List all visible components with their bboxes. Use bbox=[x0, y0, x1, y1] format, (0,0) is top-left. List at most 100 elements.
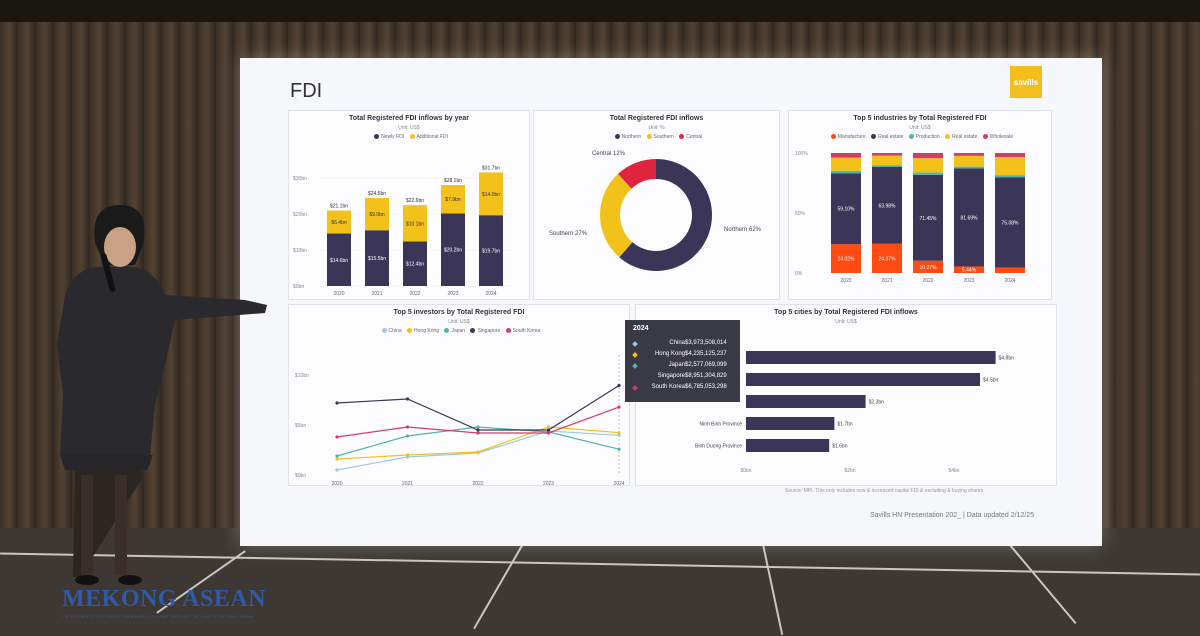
chart-unit: Unit: US$ bbox=[835, 319, 857, 325]
chart-unit: Unit: US$ bbox=[398, 125, 420, 131]
data-point bbox=[617, 433, 621, 437]
bar-additional-fdi bbox=[479, 172, 503, 216]
tooltip-row: Singapore $8,951,304,829 bbox=[632, 373, 733, 382]
chart-legend: Northern Southern Central bbox=[534, 134, 779, 140]
bar-additional-fdi bbox=[365, 197, 389, 231]
data-point bbox=[617, 447, 621, 451]
slide-title: FDI bbox=[290, 80, 323, 102]
mekong-asean-subtitle: TẠP CHÍ ĐIỆN TỬ CỦA TRUNG TÂM NGHIÊN CỨU… bbox=[62, 614, 254, 619]
bar-segment bbox=[872, 165, 902, 167]
y-tick-label: 100% bbox=[795, 151, 808, 157]
y-tick-label: $5bn bbox=[295, 423, 306, 429]
bar-segment bbox=[954, 153, 984, 156]
data-label: $6.4bn bbox=[331, 220, 347, 226]
slice-label: Central 12% bbox=[592, 151, 626, 157]
y-tick-label: $0bn bbox=[293, 284, 304, 290]
y-tick-label: $20bn bbox=[293, 212, 307, 218]
data-point bbox=[617, 431, 621, 435]
data-label: $14.0bn bbox=[482, 192, 500, 198]
tooltip-row: China $3,973,508,014 bbox=[632, 340, 733, 349]
bar-newly-fdi bbox=[479, 215, 503, 286]
bar-segment bbox=[913, 172, 943, 175]
bar-segment bbox=[831, 170, 861, 174]
chart-unit: Unit: US$ bbox=[909, 125, 931, 131]
data-label: 5.44% bbox=[962, 268, 977, 274]
data-point bbox=[476, 431, 480, 435]
city-bar bbox=[746, 417, 835, 430]
savills-logo: savills bbox=[1010, 66, 1042, 98]
panel-fdi-region: Total Registered FDI inflows Unit: % Nor… bbox=[533, 110, 780, 300]
data-label: $14.6bn bbox=[330, 258, 348, 264]
city-label: Ninh Binh Province bbox=[699, 422, 742, 428]
panel-top-investors: Top 5 investors by Total Registered FDI … bbox=[288, 304, 630, 486]
total-label: $22.6bn bbox=[406, 198, 424, 204]
bar-segment bbox=[913, 158, 943, 173]
total-label: $24.5bn bbox=[368, 191, 386, 197]
data-label: $9.0bn bbox=[369, 212, 385, 218]
tooltip-row: Japan $2,577,069,099 bbox=[632, 362, 733, 371]
bar-segment bbox=[831, 244, 861, 273]
chart-legend: China Hong Kong Japan Singapore South Ko… bbox=[289, 328, 629, 334]
ceiling bbox=[0, 0, 1200, 22]
data-label: $1.6bn bbox=[832, 444, 848, 450]
bar-segment bbox=[872, 155, 902, 166]
tooltip-year: 2024 bbox=[633, 325, 649, 332]
bar-segment bbox=[913, 153, 943, 159]
data-point bbox=[335, 468, 339, 472]
x-tick-label: 2023 bbox=[543, 481, 554, 485]
bar-segment bbox=[995, 177, 1025, 268]
bar-additional-fdi bbox=[327, 210, 351, 234]
bar-segment bbox=[954, 155, 984, 167]
x-tick-label: 2024 bbox=[485, 291, 496, 297]
data-point bbox=[546, 425, 551, 429]
slice-label: Southern 27% bbox=[549, 231, 588, 237]
y-tick-label: 50% bbox=[795, 211, 806, 217]
x-tick-label: 2020 bbox=[333, 291, 344, 297]
hbar-chart-cities: $4.8bn $4.5bn $2.3bn $1.7bn Ninh Binh Provin… bbox=[695, 351, 1014, 474]
source-note: Source: MPI. This only includes new & in… bbox=[785, 488, 984, 494]
data-label: 59.10% bbox=[838, 207, 856, 213]
bar-segment bbox=[995, 175, 1025, 178]
x-tick-label: 2022 bbox=[409, 291, 420, 297]
data-point bbox=[335, 457, 339, 461]
tooltip-row: Hong Kong $4,235,125,237 bbox=[632, 351, 733, 360]
y-tick-label: 0% bbox=[795, 271, 803, 277]
bar-segment bbox=[913, 260, 943, 273]
x-tick-label: 2023 bbox=[963, 278, 974, 284]
bar-segment bbox=[954, 166, 984, 169]
data-label: $20.2bn bbox=[444, 248, 462, 254]
bar-segment bbox=[872, 243, 902, 273]
data-point bbox=[546, 428, 551, 432]
data-point bbox=[335, 401, 339, 405]
data-label: 24.02% bbox=[838, 257, 856, 263]
data-point bbox=[546, 431, 551, 435]
data-label: 63.98% bbox=[879, 203, 897, 209]
city-bar bbox=[746, 439, 830, 452]
x-tick-label: 2020 bbox=[331, 481, 342, 485]
data-point bbox=[476, 425, 480, 429]
bar-newly-fdi bbox=[403, 241, 427, 286]
data-label: $15.5bn bbox=[368, 256, 386, 262]
donut-slice-northern bbox=[619, 159, 712, 271]
data-point bbox=[617, 405, 621, 409]
data-point bbox=[476, 428, 480, 432]
chart-title: Top 5 investors by Total Registered FDI bbox=[393, 309, 525, 316]
data-point bbox=[335, 435, 339, 439]
data-point bbox=[476, 450, 480, 454]
bar-additional-fdi bbox=[403, 205, 427, 242]
x-tick-label: 2021 bbox=[881, 278, 892, 284]
data-label: $1.7bn bbox=[837, 422, 853, 428]
data-point bbox=[405, 453, 410, 457]
bar-segment bbox=[831, 157, 861, 171]
data-label: $4.5bn bbox=[983, 378, 999, 384]
data-point bbox=[405, 434, 410, 438]
bar-segment bbox=[954, 266, 984, 273]
city-bar bbox=[746, 351, 996, 364]
chart-unit: Unit: US$ bbox=[448, 319, 470, 325]
bar-segment bbox=[872, 153, 902, 156]
data-label: $2.3bn bbox=[869, 400, 885, 406]
series-line-singapore bbox=[336, 384, 620, 431]
y-tick-label: $0bn bbox=[295, 473, 306, 479]
y-tick-label: $30bn bbox=[293, 176, 307, 182]
chart-title: Top 5 industries by Total Registered FDI bbox=[853, 115, 987, 122]
